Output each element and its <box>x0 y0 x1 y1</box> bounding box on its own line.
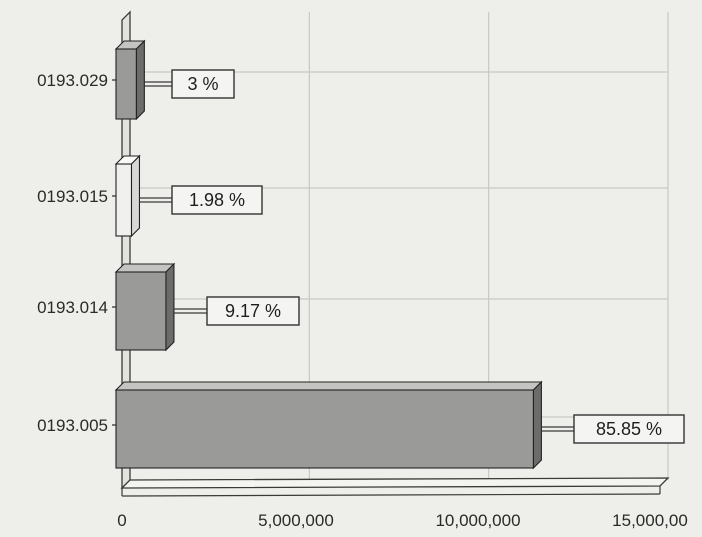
bar-top-face <box>114 263 176 273</box>
y-tick-label: 0193.029 <box>37 71 108 90</box>
x-tick-label: 10,000,000 <box>435 511 520 530</box>
bar-side-face <box>165 262 175 352</box>
floor <box>120 477 670 489</box>
bar-side-face <box>130 154 141 238</box>
floor-front-edge <box>121 493 661 497</box>
data-label-box <box>206 296 300 326</box>
bar <box>114 39 146 121</box>
bar-top-face <box>114 381 543 391</box>
bar-side-face <box>532 380 542 470</box>
data-label: 1.98 % <box>189 190 245 210</box>
tick-layer: 0193.029 0193.015 0193.014 0193.005 0 5,000,0… <box>37 71 688 530</box>
bar-front-face <box>115 271 167 351</box>
data-label-box <box>171 185 263 215</box>
bar <box>114 380 543 470</box>
bar-front-face <box>115 389 534 469</box>
axis-layer <box>112 10 670 497</box>
bar-front-face <box>115 48 137 120</box>
bar-layer <box>114 39 543 470</box>
label-layer: 3 % 1.98 % 9.17 % 85.85 % <box>139 69 685 444</box>
data-label: 85.85 % <box>596 419 662 439</box>
data-label-box <box>573 414 685 444</box>
y-tick-label: 0193.014 <box>37 298 108 317</box>
bar-front-face <box>115 163 133 237</box>
data-label-box <box>171 69 235 99</box>
x-tick-label: 15,000,00 <box>612 511 688 530</box>
bar <box>114 262 176 352</box>
data-label: 3 % <box>187 74 218 94</box>
x-tick-label: 0 <box>117 511 126 530</box>
y-tick-label: 0193.005 <box>37 416 108 435</box>
data-label: 9.17 % <box>225 301 281 321</box>
bar-side-face <box>135 39 145 121</box>
bar <box>114 154 141 238</box>
y-tick-label: 0193.015 <box>37 187 108 206</box>
x-tick-label: 5,000,000 <box>258 511 334 530</box>
